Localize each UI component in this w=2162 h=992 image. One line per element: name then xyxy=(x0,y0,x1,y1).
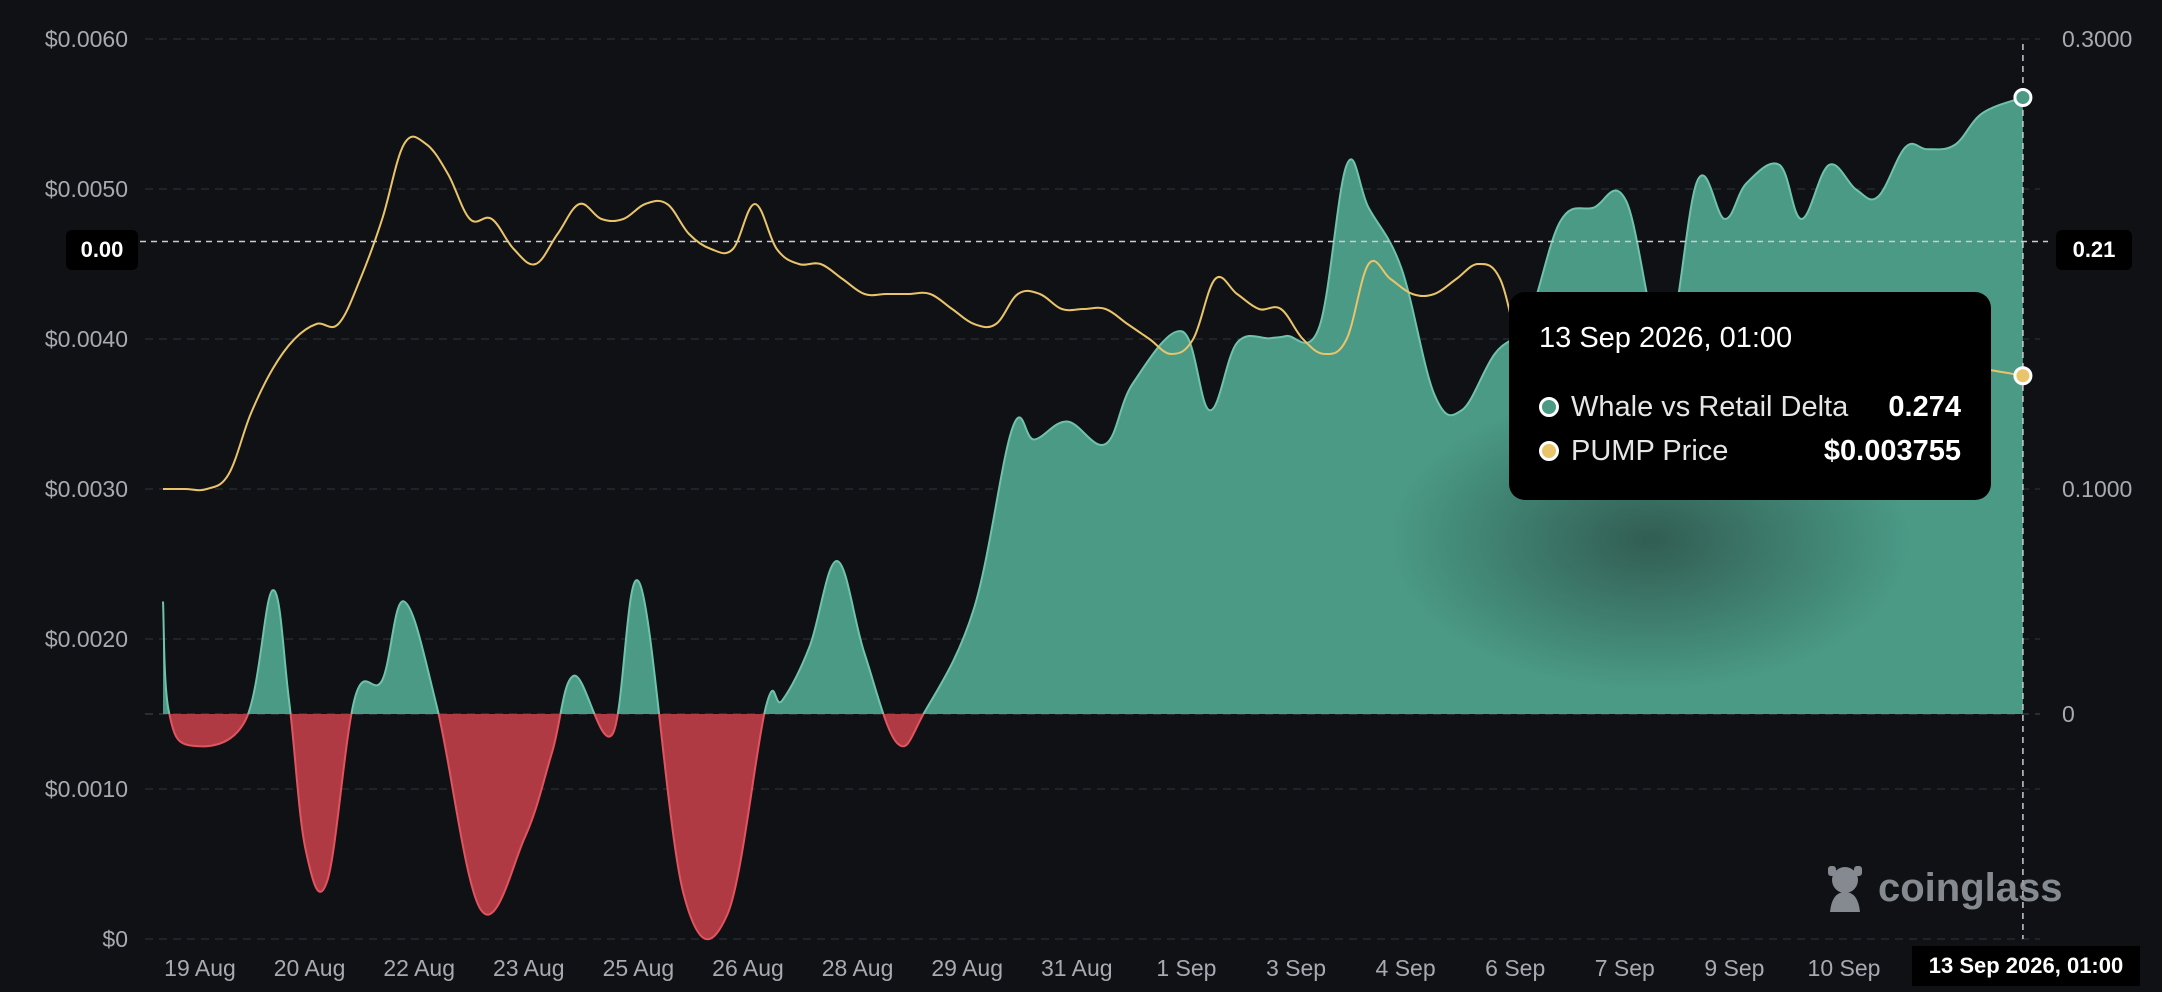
x-tick-label: 1 Sep xyxy=(1156,955,1216,981)
tooltip: 13 Sep 2026, 01:00 Whale vs Retail Delta… xyxy=(1509,292,1991,500)
x-tick-label: 29 Aug xyxy=(931,955,1003,981)
left-tick-label: $0.0050 xyxy=(45,176,128,202)
tooltip-row-label: PUMP Price xyxy=(1571,434,1729,467)
x-tick-label: 6 Sep xyxy=(1485,955,1545,981)
x-tick-label: 7 Sep xyxy=(1595,955,1655,981)
x-tick-label: 3 Sep xyxy=(1266,955,1326,981)
crosshair-x-label: 13 Sep 2026, 01:00 xyxy=(1912,946,2140,986)
left-axis: $0.0060 $0.0050 $0.0040 $0.0030 $0.0020 $0.00… xyxy=(45,26,128,952)
left-tick-label: $0 xyxy=(102,926,128,952)
price-marker xyxy=(2013,366,2033,386)
x-tick-label: 25 Aug xyxy=(603,955,675,981)
x-tick-label: 4 Sep xyxy=(1376,955,1436,981)
x-axis: 19 Aug 20 Aug 22 Aug 23 Aug 25 Aug 26 Aug 28 A… xyxy=(164,955,1880,981)
left-tick-label: $0.0020 xyxy=(45,626,128,652)
coinglass-logo: coinglass xyxy=(1822,862,2063,914)
tooltip-row-value: $0.003755 xyxy=(1823,434,1961,467)
right-tick-label: 0.1000 xyxy=(2062,476,2132,502)
x-tick-label: 20 Aug xyxy=(274,955,346,981)
x-tick-label: 26 Aug xyxy=(712,955,784,981)
x-tick-label: 10 Sep xyxy=(1808,955,1881,981)
watermark-text: coinglass xyxy=(1878,865,2063,910)
left-tick-label: $0.0010 xyxy=(45,776,128,802)
tooltip-title: 13 Sep 2026, 01:00 xyxy=(1539,322,1793,354)
x-tick-label: 22 Aug xyxy=(383,955,455,981)
crosshair-right-label: 0.21 xyxy=(2056,230,2132,270)
tooltip-row-label: Whale vs Retail Delta xyxy=(1571,390,1849,423)
left-tick-label: $0.0060 xyxy=(45,26,128,52)
crosshair-left-label: 0.00 xyxy=(66,230,138,270)
right-tick-label: 0.3000 xyxy=(2062,26,2132,52)
x-tick-label: 28 Aug xyxy=(822,955,894,981)
x-tick-label: 19 Aug xyxy=(164,955,236,981)
x-tick-label: 9 Sep xyxy=(1704,955,1764,981)
tooltip-row-price: PUMP Price $0.003755 xyxy=(1539,429,1961,473)
delta-dot-icon xyxy=(1539,397,1559,417)
tooltip-row-value: 0.274 xyxy=(1888,390,1961,423)
price-dot-icon xyxy=(1539,441,1559,461)
series-layer xyxy=(162,96,2024,941)
delta-line-positive xyxy=(162,96,2024,714)
tooltip-row-delta: Whale vs Retail Delta 0.274 xyxy=(1539,385,1961,429)
right-axis: 0.3000 0.1000 0 xyxy=(2062,26,2132,727)
x-tick-label: 31 Aug xyxy=(1041,955,1113,981)
coinglass-icon xyxy=(1828,866,1862,912)
left-tick-label: $0.0030 xyxy=(45,476,128,502)
left-tick-label: $0.0040 xyxy=(45,326,128,352)
x-tick-label: 23 Aug xyxy=(493,955,565,981)
right-tick-label: 0 xyxy=(2062,701,2075,727)
crosshair xyxy=(140,44,2048,939)
delta-marker xyxy=(2013,88,2033,107)
